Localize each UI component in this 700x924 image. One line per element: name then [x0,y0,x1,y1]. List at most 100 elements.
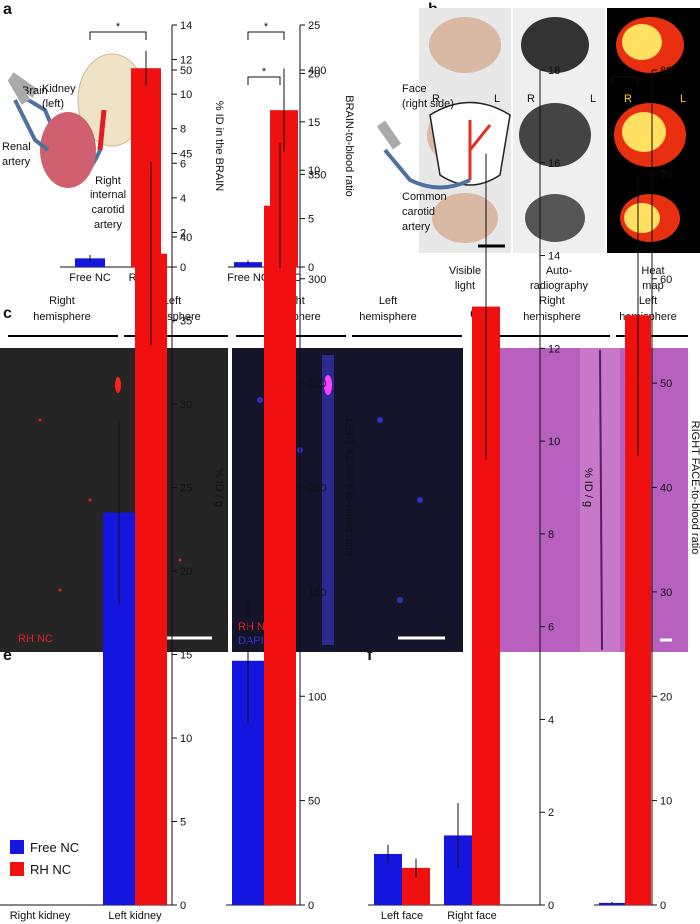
y-axis-label: % ID / g [213,468,225,507]
y-tick-label: 25 [180,483,192,495]
y-tick-label: 2 [548,807,554,819]
y-tick-label: 50 [660,378,672,390]
y-tick-label: 40 [180,232,192,244]
y-tick-label: 10 [180,89,192,101]
significance-bracket [247,31,285,40]
y-tick-label: 0 [180,262,186,274]
y-tick-label: 250 [308,378,326,390]
y-tick-label: 8 [548,529,554,541]
y-tick-label: 14 [548,251,560,263]
y-tick-label: 20 [660,691,672,703]
header: Left [639,295,657,307]
header: hemisphere [359,311,416,323]
y-tick-label: 5 [180,817,186,829]
bar [264,205,296,905]
bar [131,68,161,267]
y-tick-label: 10 [180,733,192,745]
annotation: internal [90,189,126,201]
y-axis-label: % ID in the BRAIN [213,101,225,192]
x-tick-label: Free NC [227,272,269,284]
catheter [13,99,50,152]
y-tick-label: 4 [548,714,554,726]
y-tick-label: 40 [660,483,672,495]
header: Left [379,295,397,307]
kidney-illustration [40,112,96,188]
x-tick-label: Left face [381,910,423,922]
y-axis-label: LEFT KIDNEY-to-blood ratio [343,419,355,557]
significance-bracket [247,76,281,85]
side-label: R [432,93,440,105]
x-tick-label: Right kidney [10,910,71,922]
y-tick-label: 100 [308,691,326,703]
y-tick-label: 10 [308,165,320,177]
y-tick-label: 15 [180,650,192,662]
y-tick-label: 30 [660,587,672,599]
y-tick-label: 12 [548,343,560,355]
y-tick-label: 0 [308,262,314,274]
panel-label: e [3,647,12,664]
y-tick-label: 400 [308,65,326,77]
bar [135,253,167,905]
annotation: artery [94,219,123,231]
y-tick-label: 60 [660,274,672,286]
annotation: Common [402,191,447,203]
y-tick-label: 10 [548,436,560,448]
legend-swatch [10,840,24,854]
annotation: (left) [42,98,64,110]
y-tick-label: 0 [660,900,666,912]
y-tick-label: 18 [548,65,560,77]
y-tick-label: 4 [180,193,186,205]
legend-text: DAPI [238,635,264,647]
image-autoradiography [513,8,605,253]
bar [234,262,262,267]
y-tick-label: 2 [180,227,186,239]
header: Right [49,295,75,307]
y-tick-label: 20 [180,566,192,578]
side-label: L [680,93,686,105]
annotation: * [264,21,269,33]
y-axis-label: BRAIN-to-blood ratio [343,95,355,197]
artery [468,120,492,180]
image-histology [490,348,688,652]
x-tick-label: Left kidney [108,910,162,922]
syringe [7,75,31,105]
annotation: artery [402,221,431,233]
catheter [383,148,471,190]
y-tick-label: 0 [548,900,554,912]
artery [97,109,107,151]
y-tick-label: 25 [308,20,320,32]
caption: Visible [449,265,481,277]
caption: map [642,280,663,292]
y-tick-label: 10 [660,796,672,808]
annotation: Brain [22,85,48,97]
annotation: * [262,66,267,78]
y-tick-label: 15 [308,117,320,129]
header: Right [539,295,565,307]
annotation: carotid [402,206,435,218]
y-tick-label: 12 [180,55,192,67]
annotation: (right side) [402,98,454,110]
x-tick-label: Right face [447,910,497,922]
annotation: Kidney [42,83,76,95]
side-label: R [624,93,632,105]
annotation: Right [95,175,121,187]
annotation: carotid [91,204,124,216]
header: hemisphere [523,311,580,323]
y-tick-label: 5 [308,214,314,226]
y-tick-label: 150 [308,587,326,599]
annotation: Face [402,83,426,95]
legend-text: RH NC [30,862,71,877]
y-tick-label: 350 [308,169,326,181]
y-tick-label: 14 [180,20,192,32]
panel-label: f [367,647,373,664]
y-tick-label: 80 [660,65,672,77]
y-tick-label: 300 [308,274,326,286]
y-tick-label: 16 [548,158,560,170]
y-tick-label: 50 [180,65,192,77]
side-label: R [527,93,535,105]
side-label: L [494,93,500,105]
y-tick-label: 6 [548,622,554,634]
y-tick-label: 70 [660,169,672,181]
y-axis-label: % ID / g [582,468,594,507]
